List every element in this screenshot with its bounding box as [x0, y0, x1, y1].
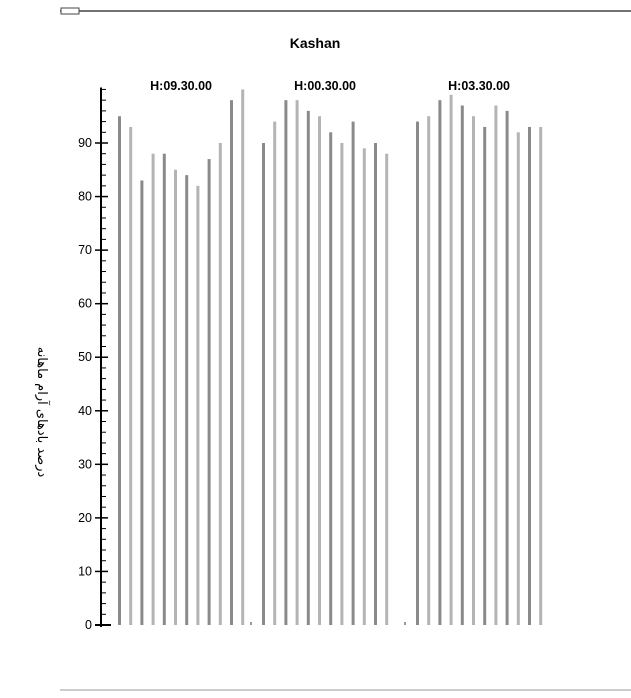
bar [528, 126, 531, 625]
bar [129, 126, 133, 625]
bar [241, 89, 245, 625]
bar [218, 143, 222, 625]
group-separator [250, 622, 252, 625]
y-tick-label: 80 [78, 190, 92, 204]
bar [494, 105, 498, 625]
chart-title: Kashan [290, 35, 341, 51]
bar [516, 132, 520, 626]
y-tick-label: 40 [78, 404, 92, 418]
bar [284, 100, 288, 625]
bar [416, 121, 419, 626]
y-tick-label: 50 [78, 350, 92, 364]
bar [118, 116, 121, 625]
bar [230, 100, 233, 625]
bar [483, 126, 487, 625]
bar [539, 126, 543, 625]
bar [140, 180, 144, 625]
bar [162, 153, 166, 625]
bar [196, 185, 200, 625]
bar [174, 169, 177, 625]
bar [295, 100, 299, 625]
y-tick-label: 10 [78, 564, 92, 578]
bar [362, 148, 366, 625]
bar [438, 100, 442, 625]
window-close-icon[interactable] [60, 7, 80, 15]
bar [185, 175, 189, 625]
bar [151, 153, 155, 625]
bar [329, 132, 333, 626]
bar [351, 121, 355, 626]
y-tick-label: 30 [78, 457, 92, 471]
y-tick-label: 0 [85, 618, 92, 632]
plot-area: 0 10 20 30 40 50 60 70 80 90 H:09.30.00 H:00.30.00 H… [78, 79, 543, 632]
bar [273, 121, 277, 626]
bar [472, 116, 475, 625]
bar [449, 94, 453, 626]
bar [306, 110, 310, 625]
y-tick-label: 90 [78, 136, 92, 150]
bar [318, 116, 321, 625]
bar [505, 110, 509, 625]
y-axis-label: درصد بادهای آرام ماهانه [34, 347, 51, 478]
bar [262, 143, 265, 625]
window-top-bar [60, 7, 631, 15]
bar [385, 153, 389, 625]
bar [427, 116, 431, 625]
y-tick-label: 70 [78, 243, 92, 257]
group-label: H:09.30.00 [150, 79, 212, 93]
bar [374, 143, 377, 625]
group-separator [404, 622, 406, 625]
bar [460, 105, 464, 625]
group-label: H:00.30.00 [294, 79, 356, 93]
bar [207, 159, 211, 626]
group-label: H:03.30.00 [448, 79, 510, 93]
y-tick-label: 20 [78, 511, 92, 525]
bar [340, 143, 344, 625]
y-tick-label: 60 [78, 297, 92, 311]
